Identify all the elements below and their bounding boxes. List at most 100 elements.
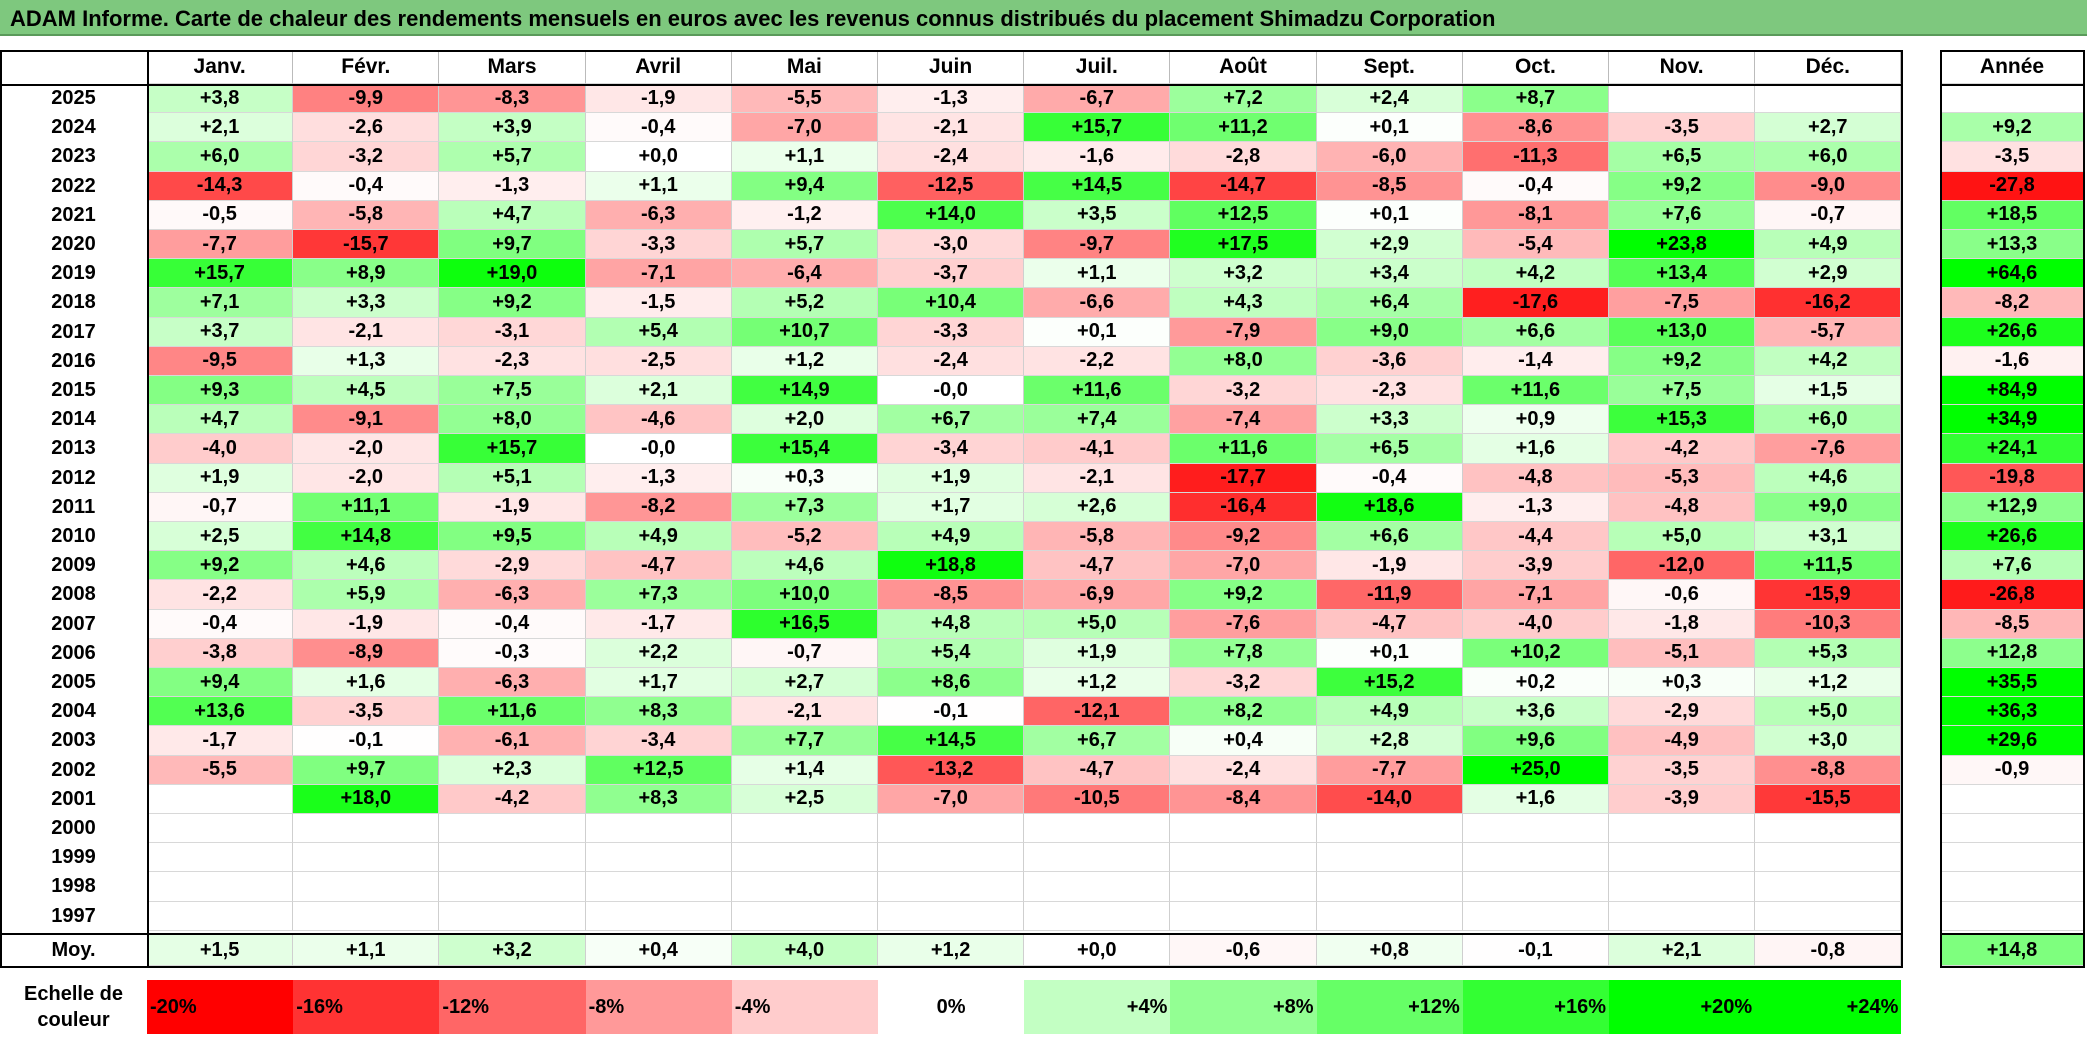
divider [1940, 933, 2085, 935]
heatmap-cell [1755, 84, 1902, 114]
year-label: 2018 [51, 291, 96, 314]
year-label: 2014 [51, 408, 96, 431]
heatmap-cell: -1,3 [585, 463, 732, 493]
heatmap-cell: +13,0 [1609, 317, 1756, 347]
year-label: 1998 [51, 875, 96, 898]
heatmap-cell: +2,6 [1024, 492, 1171, 522]
average-cell: +0,0 [1024, 935, 1171, 966]
heatmap-cell: -3,9 [1609, 784, 1756, 814]
annual-cell: +18,5 [1940, 200, 2085, 230]
heatmap-cell: +1,6 [1462, 434, 1609, 464]
heatmap-cell: +23,8 [1609, 230, 1756, 260]
heatmap-cell [731, 901, 878, 931]
heatmap-cell: +5,0 [1755, 697, 1902, 727]
heatmap-cell [1024, 814, 1171, 844]
heatmap-cell [1170, 901, 1317, 931]
heatmap-cell: -9,5 [147, 346, 294, 376]
year-label: 2020 [51, 233, 96, 256]
heatmap-cell: -7,4 [1170, 405, 1317, 435]
heatmap-cell: -9,1 [293, 405, 440, 435]
heatmap-cell: +8,7 [1462, 84, 1609, 114]
month-header: Avril [585, 50, 732, 84]
heatmap-cell: -6,1 [439, 726, 586, 756]
heatmap-cell: +5,0 [1024, 609, 1171, 639]
annual-cell [1940, 84, 2085, 114]
heatmap-cell: -2,6 [293, 113, 440, 143]
color-scale-stop: -20% [147, 980, 294, 1034]
heatmap-cell: -17,6 [1462, 288, 1609, 318]
heatmap-cell: -1,3 [439, 171, 586, 201]
heatmap-cell: +4,9 [878, 522, 1025, 552]
heatmap-cell [147, 843, 294, 873]
annual-cell: -0,9 [1940, 755, 2085, 785]
heatmap-cell: +1,9 [147, 463, 294, 493]
year-label: 2010 [51, 525, 96, 548]
heatmap-cell: +2,3 [439, 755, 586, 785]
heatmap-cell [1170, 843, 1317, 873]
heatmap-cell: -3,1 [439, 317, 586, 347]
heatmap-cell [1462, 814, 1609, 844]
year-label: 2019 [51, 262, 96, 285]
heatmap-cell: +5,9 [293, 580, 440, 610]
heatmap-cell: -2,1 [1024, 463, 1171, 493]
heatmap-cell [439, 901, 586, 931]
heatmap-cell: -7,7 [1316, 755, 1463, 785]
heatmap-cell: -5,5 [147, 755, 294, 785]
color-scale-stop: +20% [1609, 980, 1756, 1034]
heatmap-cell: -15,7 [293, 230, 440, 260]
heatmap-cell: +0,2 [1462, 668, 1609, 698]
heatmap-cell: -7,6 [1755, 434, 1902, 464]
color-scale-stop: +4% [1024, 980, 1171, 1034]
heatmap-cell: -7,1 [585, 259, 732, 289]
heatmap-cell: -0,4 [1316, 463, 1463, 493]
heatmap-cell: -11,3 [1462, 142, 1609, 172]
month-header: Janv. [147, 50, 294, 84]
heatmap-cell: +3,4 [1316, 259, 1463, 289]
heatmap-cell [1316, 872, 1463, 902]
heatmap-cell: -8,9 [293, 638, 440, 668]
heatmap-cell: -3,5 [1609, 755, 1756, 785]
annual-cell [1940, 814, 2085, 844]
heatmap-cell: -1,6 [1024, 142, 1171, 172]
heatmap-cell: +3,3 [293, 288, 440, 318]
year-label: 2006 [51, 641, 96, 664]
heatmap-cell [293, 872, 440, 902]
heatmap-cell: -12,1 [1024, 697, 1171, 727]
heatmap-cell: -7,0 [731, 113, 878, 143]
annual-cell: +26,6 [1940, 522, 2085, 552]
heatmap-cell [1024, 843, 1171, 873]
heatmap-cell: -8,3 [439, 84, 586, 114]
heatmap-cell: +2,7 [731, 668, 878, 698]
heatmap-cell: +10,7 [731, 317, 878, 347]
heatmap-cell [731, 814, 878, 844]
heatmap-cell: +4,6 [1755, 463, 1902, 493]
heatmap-cell: -5,4 [1462, 230, 1609, 260]
heatmap-cell: +1,1 [585, 171, 732, 201]
divider [0, 84, 1904, 86]
heatmap-cell: +1,2 [1755, 668, 1902, 698]
heatmap-cell: -5,5 [731, 84, 878, 114]
heatmap-cell: -7,9 [1170, 317, 1317, 347]
heatmap-cell: +11,6 [439, 697, 586, 727]
heatmap-cell: +9,4 [147, 668, 294, 698]
heatmap-cell: -16,2 [1755, 288, 1902, 318]
heatmap-cell: -3,5 [293, 697, 440, 727]
heatmap-cell: +5,1 [439, 463, 586, 493]
heatmap-cell: +5,0 [1609, 522, 1756, 552]
heatmap-cell: -3,3 [585, 230, 732, 260]
heatmap-cell: -2,5 [585, 346, 732, 376]
heatmap-cell: -1,9 [1316, 551, 1463, 581]
heatmap-cell: +8,0 [1170, 346, 1317, 376]
heatmap-cell: +11,6 [1462, 376, 1609, 406]
heatmap-cell: +9,2 [1609, 171, 1756, 201]
heatmap-cell: +0,1 [1316, 638, 1463, 668]
heatmap-cell: -8,2 [585, 492, 732, 522]
color-scale-stop: +12% [1316, 980, 1463, 1034]
heatmap-cell: +11,5 [1755, 551, 1902, 581]
heatmap-cell: -8,8 [1755, 755, 1902, 785]
heatmap-cell: -1,8 [1609, 609, 1756, 639]
year-label: 2013 [51, 437, 96, 460]
heatmap-cell: +1,2 [1024, 668, 1171, 698]
average-label: Moy. [51, 939, 96, 961]
